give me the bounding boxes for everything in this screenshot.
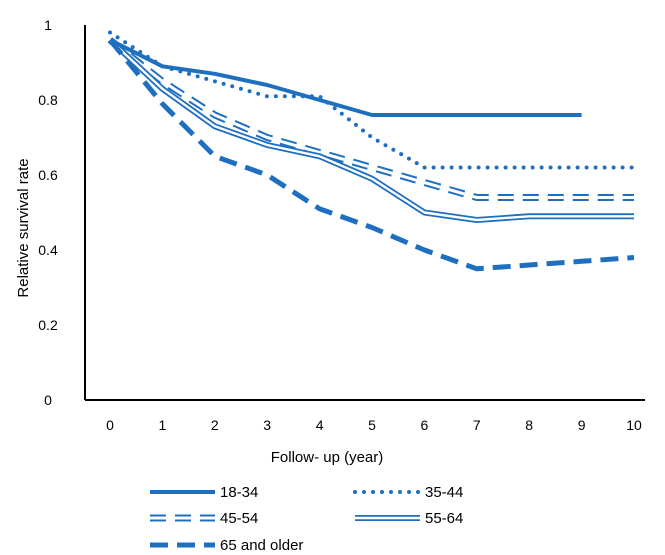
x-tick-labels: 0 1 2 3 4 5 6 7 8 9 10 bbox=[106, 417, 642, 433]
y-tick-label: 0 bbox=[44, 392, 52, 408]
y-tick-label: 0.2 bbox=[38, 317, 58, 333]
x-axis-title: Follow- up (year) bbox=[271, 449, 384, 466]
legend-item: 65 and older bbox=[150, 537, 303, 554]
legend-item: 18-34 bbox=[150, 484, 258, 501]
x-tick-label: 1 bbox=[159, 417, 167, 433]
y-tick-label: 0.4 bbox=[38, 242, 58, 258]
x-tick-label: 9 bbox=[578, 417, 586, 433]
legend: 18-34 35-44 45-54 55-64 65 and older bbox=[150, 484, 463, 554]
y-tick-label: 0.8 bbox=[38, 92, 58, 108]
x-tick-label: 10 bbox=[626, 417, 642, 433]
x-tick-label: 4 bbox=[316, 417, 324, 433]
y-tick-labels: 0 0.2 0.4 0.6 0.8 1 bbox=[38, 17, 58, 408]
y-tick-label: 1 bbox=[44, 17, 52, 33]
legend-label: 65 and older bbox=[220, 537, 303, 554]
legend-label: 35-44 bbox=[425, 484, 463, 501]
x-tick-label: 6 bbox=[421, 417, 429, 433]
legend-label: 55-64 bbox=[425, 510, 463, 527]
legend-label: 18-34 bbox=[220, 484, 258, 501]
legend-item: 55-64 bbox=[355, 510, 463, 527]
y-axis-title: Relative survival rate bbox=[15, 158, 32, 297]
series-line-2 bbox=[108, 30, 636, 170]
series-line-1 bbox=[109, 38, 582, 117]
legend-item: 35-44 bbox=[353, 484, 463, 501]
x-tick-label: 7 bbox=[473, 417, 481, 433]
x-tick-label: 8 bbox=[525, 417, 533, 433]
x-tick-label: 0 bbox=[106, 417, 114, 433]
x-tick-label: 3 bbox=[263, 417, 271, 433]
x-tick-label: 5 bbox=[368, 417, 376, 433]
legend-item: 45-54 bbox=[150, 510, 258, 527]
series-line-4 bbox=[107, 37, 634, 223]
x-tick-label: 2 bbox=[211, 417, 219, 433]
series-line-3 bbox=[107, 37, 634, 201]
series-line-5 bbox=[108, 38, 635, 272]
series-layer bbox=[107, 30, 636, 272]
legend-label: 45-54 bbox=[220, 510, 258, 527]
y-tick-label: 0.6 bbox=[38, 167, 58, 183]
